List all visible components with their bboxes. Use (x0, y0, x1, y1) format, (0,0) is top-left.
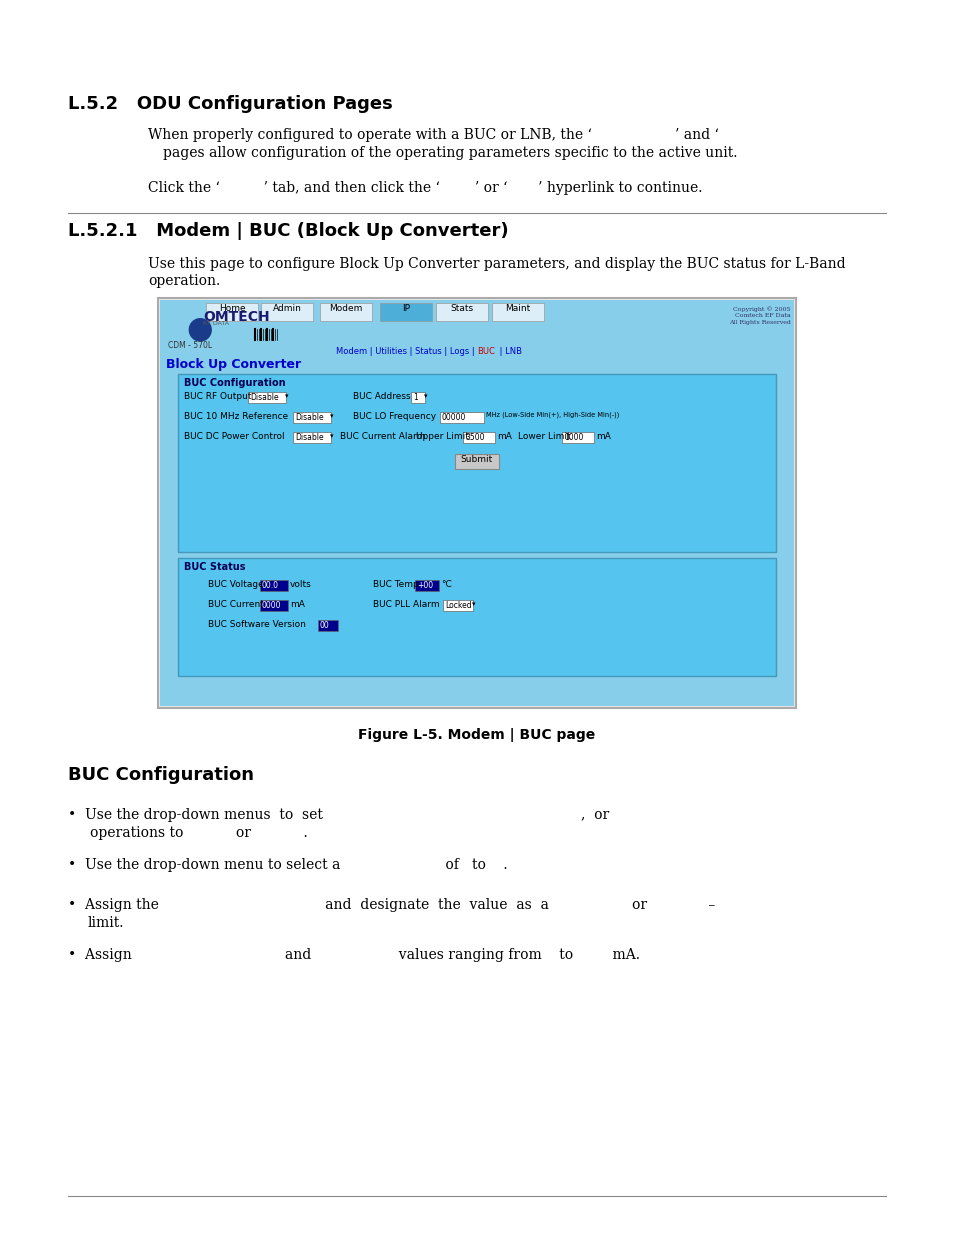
Text: 00000: 00000 (441, 412, 466, 422)
Text: Disable: Disable (250, 393, 278, 403)
Text: •  Assign the                                      and  designate  the  value  a: • Assign the and designate the value a (68, 898, 715, 911)
Text: Locked: Locked (444, 601, 471, 610)
Text: All Rights Reserved: All Rights Reserved (728, 320, 790, 325)
Bar (160, 300, 793, 706)
Text: L.5.2.1   Modem | BUC (Block Up Converter): L.5.2.1 Modem | BUC (Block Up Converter) (68, 222, 508, 240)
Text: BUC: BUC (476, 347, 495, 356)
Bar (436, 303, 488, 321)
Text: 1: 1 (413, 393, 417, 403)
Text: BUC Temp: BUC Temp (373, 580, 418, 589)
Text: Modem: Modem (329, 304, 362, 312)
Text: Upper Limit: Upper Limit (416, 432, 468, 441)
Text: CDM - 570L: CDM - 570L (168, 341, 212, 350)
Text: When properly configured to operate with a BUC or LNB, the ‘                   ’: When properly configured to operate with… (148, 128, 719, 142)
Text: 00.0: 00.0 (262, 580, 278, 590)
Bar (261, 303, 313, 321)
Bar (178, 558, 775, 676)
Text: •  Assign                                   and                    values rangin: • Assign and values rangin (68, 948, 639, 962)
Bar (178, 374, 775, 552)
Bar (158, 298, 795, 708)
Bar (319, 303, 372, 321)
Text: ▾: ▾ (330, 433, 334, 438)
Text: BUC Software Version: BUC Software Version (208, 620, 306, 629)
Text: 3500: 3500 (464, 433, 484, 442)
Text: | LNB: | LNB (497, 347, 521, 356)
Text: Lower Limit: Lower Limit (517, 432, 570, 441)
Text: 0000: 0000 (262, 601, 281, 610)
Text: BUC Status: BUC Status (184, 562, 245, 572)
Bar (160, 300, 793, 345)
Text: Disable: Disable (294, 412, 323, 422)
Text: Copyright © 2005: Copyright © 2005 (733, 306, 790, 311)
Bar (415, 580, 438, 592)
Bar (439, 412, 483, 424)
Text: Modem | Utilities | Status | Logs |: Modem | Utilities | Status | Logs | (335, 347, 476, 356)
Bar (206, 303, 257, 321)
Text: Disable: Disable (294, 433, 323, 442)
Text: limit.: limit. (88, 916, 125, 930)
Bar (379, 303, 432, 321)
Bar (455, 454, 498, 469)
Bar (293, 412, 331, 424)
Text: mA: mA (596, 432, 610, 441)
Text: BUC Address: BUC Address (353, 391, 410, 401)
Bar (462, 432, 495, 443)
Text: Maint: Maint (505, 304, 530, 312)
Text: ▾: ▾ (285, 393, 288, 399)
Text: L.5.2   ODU Configuration Pages: L.5.2 ODU Configuration Pages (68, 95, 393, 112)
Bar (293, 432, 331, 443)
Text: ▾: ▾ (330, 412, 334, 419)
Bar (260, 600, 288, 611)
Text: operations to            or            .: operations to or . (90, 826, 308, 840)
Text: ▾: ▾ (423, 393, 427, 399)
Text: BUC Current: BUC Current (208, 600, 264, 609)
Text: Comtech EF Data: Comtech EF Data (735, 312, 790, 317)
Text: ●: ● (186, 314, 213, 343)
Text: OMTECH: OMTECH (203, 310, 270, 324)
Text: BUC RF Output: BUC RF Output (184, 391, 252, 401)
Text: BUC LO Frequency: BUC LO Frequency (353, 412, 436, 421)
Text: ▾: ▾ (472, 601, 475, 606)
Text: BUC Configuration: BUC Configuration (184, 378, 285, 388)
Text: MHz (Low-Side Min(+), High-Side Min(-)): MHz (Low-Side Min(+), High-Side Min(-)) (485, 412, 618, 419)
Text: mA: mA (497, 432, 512, 441)
Text: •  Use the drop-down menu to select a                        of   to    .: • Use the drop-down menu to select a of … (68, 858, 507, 872)
Text: BUC PLL Alarm: BUC PLL Alarm (373, 600, 439, 609)
Text: Figure L-5. Modem | BUC page: Figure L-5. Modem | BUC page (358, 727, 595, 742)
Text: RF DATA: RF DATA (203, 321, 229, 326)
Text: Click the ‘          ’ tab, and then click the ‘        ’ or ‘       ’ hyperlink: Click the ‘ ’ tab, and then click the ‘ … (148, 182, 701, 195)
Text: IP: IP (401, 304, 410, 312)
Text: •  Use the drop-down menus  to  set                                             : • Use the drop-down menus to set (68, 808, 609, 823)
Bar (492, 303, 543, 321)
Text: operation.: operation. (148, 274, 220, 288)
Text: Submit: Submit (460, 454, 493, 464)
Text: Use this page to configure Block Up Converter parameters, and display the BUC st: Use this page to configure Block Up Conv… (148, 257, 844, 270)
Text: BUC 10 MHz Reference: BUC 10 MHz Reference (184, 412, 288, 421)
Text: Block Up Converter: Block Up Converter (166, 358, 301, 370)
Text: Home: Home (218, 304, 245, 312)
Bar (260, 580, 288, 592)
Text: °C: °C (440, 580, 452, 589)
Bar (317, 620, 337, 631)
Text: BUC Configuration: BUC Configuration (68, 766, 253, 784)
Bar (248, 391, 286, 403)
Text: volts: volts (290, 580, 312, 589)
Text: Stats: Stats (450, 304, 473, 312)
Text: pages allow configuration of the operating parameters specific to the active uni: pages allow configuration of the operati… (163, 146, 737, 161)
Text: mA: mA (290, 600, 305, 609)
Text: Admin: Admin (273, 304, 301, 312)
Text: 1000: 1000 (563, 433, 583, 442)
Bar (411, 391, 424, 403)
Text: BUC Voltage: BUC Voltage (208, 580, 263, 589)
Text: 00: 00 (319, 621, 330, 630)
Bar (561, 432, 594, 443)
Text: BUC DC Power Control: BUC DC Power Control (184, 432, 284, 441)
Text: +00: +00 (416, 580, 433, 590)
Text: BUC Current Alarm: BUC Current Alarm (339, 432, 425, 441)
Bar (442, 600, 473, 611)
